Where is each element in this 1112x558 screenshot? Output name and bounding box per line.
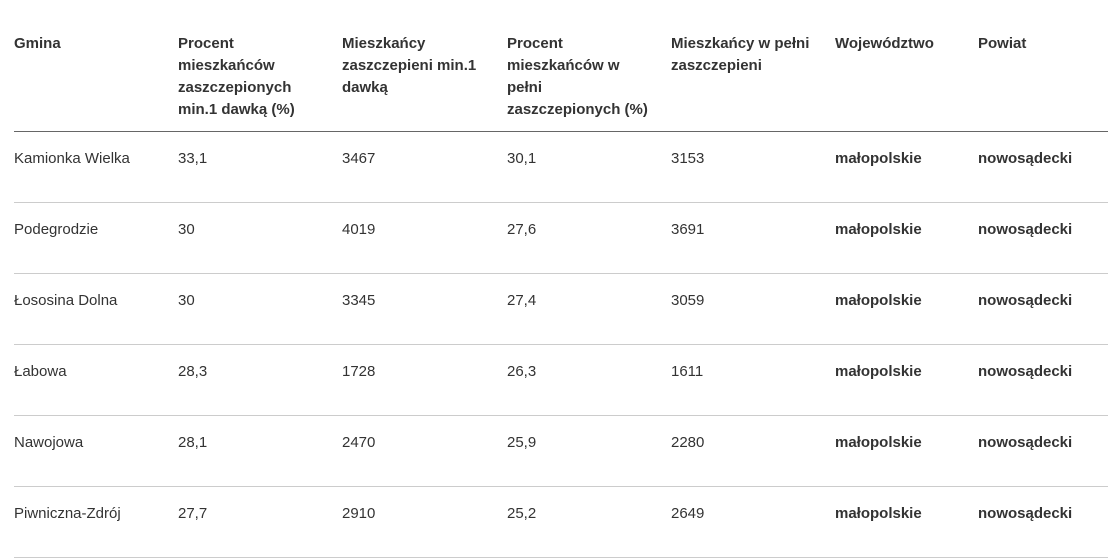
table-cell: 25,9 (507, 415, 671, 487)
table-cell: 27,7 (178, 486, 342, 558)
table-cell: 1728 (342, 344, 507, 416)
table-cell: 2910 (342, 486, 507, 558)
table-cell: Kamionka Wielka (14, 131, 178, 203)
table-cell: nowosądecki (978, 486, 1108, 558)
data-table: Gmina Procent mieszkańców zaszczepionych … (14, 0, 1108, 558)
table-cell: 3467 (342, 131, 507, 203)
column-header: Województwo (835, 0, 978, 132)
table-cell: 3153 (671, 131, 835, 203)
table-cell: 25,2 (507, 486, 671, 558)
column-header: Powiat (978, 0, 1108, 132)
column-header: Mieszkańcy w pełni zaszczepieni (671, 0, 835, 132)
table-cell: 30,1 (507, 131, 671, 203)
table-cell: Podegrodzie (14, 202, 178, 274)
table-cell: 27,6 (507, 202, 671, 274)
table-cell: Łososina Dolna (14, 273, 178, 345)
table-cell: 26,3 (507, 344, 671, 416)
table-cell: nowosądecki (978, 344, 1108, 416)
header-row: Gmina Procent mieszkańców zaszczepionych … (14, 0, 1108, 132)
table-row: Podegrodzie 30 4019 27,6 3691 małopolskie nowo… (14, 202, 1108, 274)
table-cell: 33,1 (178, 131, 342, 203)
table-body: Kamionka Wielka 33,1 3467 30,1 3153 małopolsk… (14, 131, 1108, 558)
table-cell: małopolskie (835, 273, 978, 345)
table-cell: małopolskie (835, 131, 978, 203)
table-cell: 3691 (671, 202, 835, 274)
table-cell: nowosądecki (978, 202, 1108, 274)
table-cell: 30 (178, 202, 342, 274)
table-cell: 2470 (342, 415, 507, 487)
table-cell: 27,4 (507, 273, 671, 345)
page: Gmina Procent mieszkańców zaszczepionych … (14, 0, 1108, 558)
table-cell: 2649 (671, 486, 835, 558)
table-cell: małopolskie (835, 202, 978, 274)
table-cell: 3345 (342, 273, 507, 345)
column-header: Mieszkańcy zaszczepieni min.1 dawką (342, 0, 507, 132)
table-cell: nowosądecki (978, 415, 1108, 487)
table-cell: 1611 (671, 344, 835, 416)
table-cell: małopolskie (835, 486, 978, 558)
table-cell: małopolskie (835, 415, 978, 487)
table-cell: 4019 (342, 202, 507, 274)
table-cell: nowosądecki (978, 273, 1108, 345)
table-cell: małopolskie (835, 344, 978, 416)
table-row: Kamionka Wielka 33,1 3467 30,1 3153 małopolsk… (14, 131, 1108, 203)
table-cell: 28,1 (178, 415, 342, 487)
table-row: Łososina Dolna 30 3345 27,4 3059 małopolskie n… (14, 273, 1108, 345)
column-header: Procent mieszkańców w pełni zaszczepiony… (507, 0, 671, 132)
table-row: Piwniczna-Zdrój 27,7 2910 25,2 2649 małopolsk… (14, 486, 1108, 558)
table-cell: Piwniczna-Zdrój (14, 486, 178, 558)
table-cell: 3059 (671, 273, 835, 345)
table-row: Łabowa 28,3 1728 26,3 1611 małopolskie nowosąd… (14, 344, 1108, 416)
column-header: Gmina (14, 0, 178, 132)
table-cell: nowosądecki (978, 131, 1108, 203)
column-header: Procent mieszkańców zaszczepionych min.1… (178, 0, 342, 132)
table-cell: 2280 (671, 415, 835, 487)
table-cell: Łabowa (14, 344, 178, 416)
table-row: Nawojowa 28,1 2470 25,9 2280 małopolskie nowos… (14, 415, 1108, 487)
table-head: Gmina Procent mieszkańców zaszczepionych … (14, 0, 1108, 132)
table-cell: 30 (178, 273, 342, 345)
table-cell: Nawojowa (14, 415, 178, 487)
table-cell: 28,3 (178, 344, 342, 416)
